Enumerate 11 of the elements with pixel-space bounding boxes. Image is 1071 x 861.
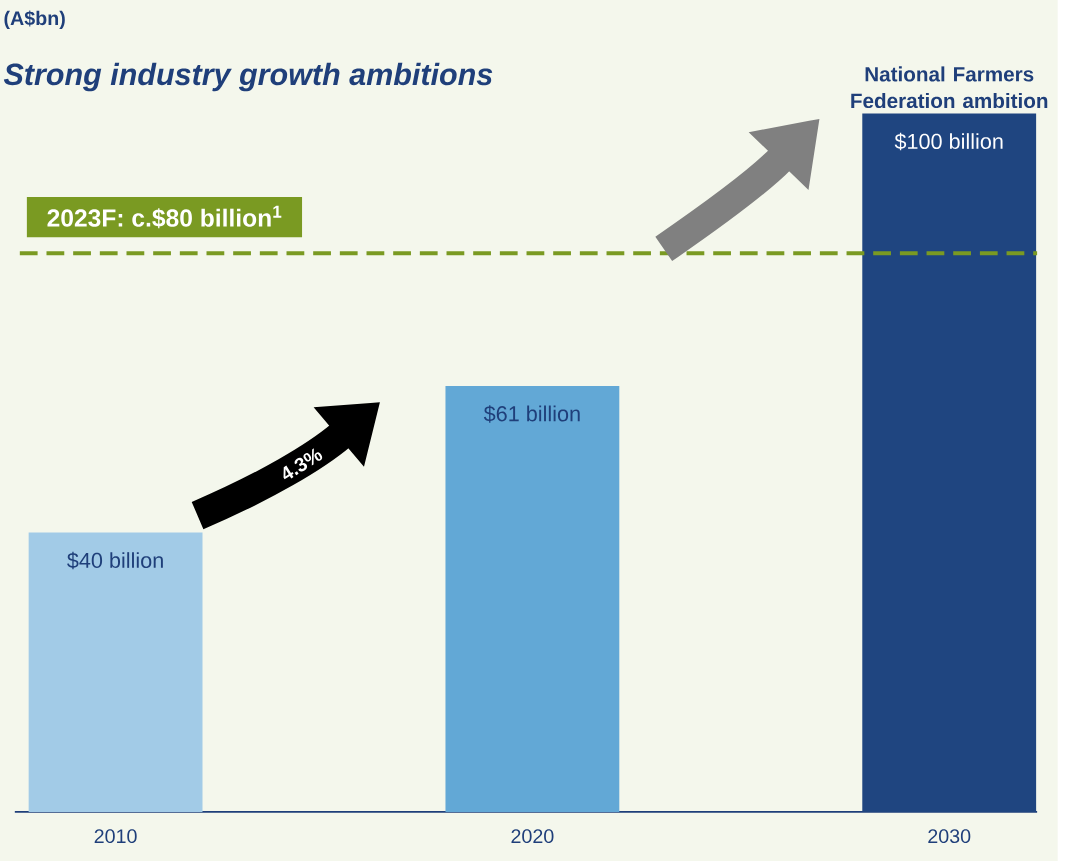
y-axis-title: (A$bn): [4, 10, 65, 29]
x-tick-label: 2020: [511, 829, 554, 843]
annotation: 4.3%: [283, 448, 323, 480]
x-tick-label: 2010: [94, 829, 137, 843]
data-label: $100 billion: [894, 132, 1003, 151]
text: National Farmers Federation ambition: [851, 66, 1048, 108]
data-label: $40 billion: [67, 551, 163, 570]
ref-line-label: 2023F: c.$80 billion$^{1}$: [47, 205, 282, 229]
data-label: $61 billion: [483, 405, 580, 423]
chart-title: Strong industry growth ambitions: [3, 62, 493, 92]
x-tick-label: 2030: [928, 829, 971, 843]
